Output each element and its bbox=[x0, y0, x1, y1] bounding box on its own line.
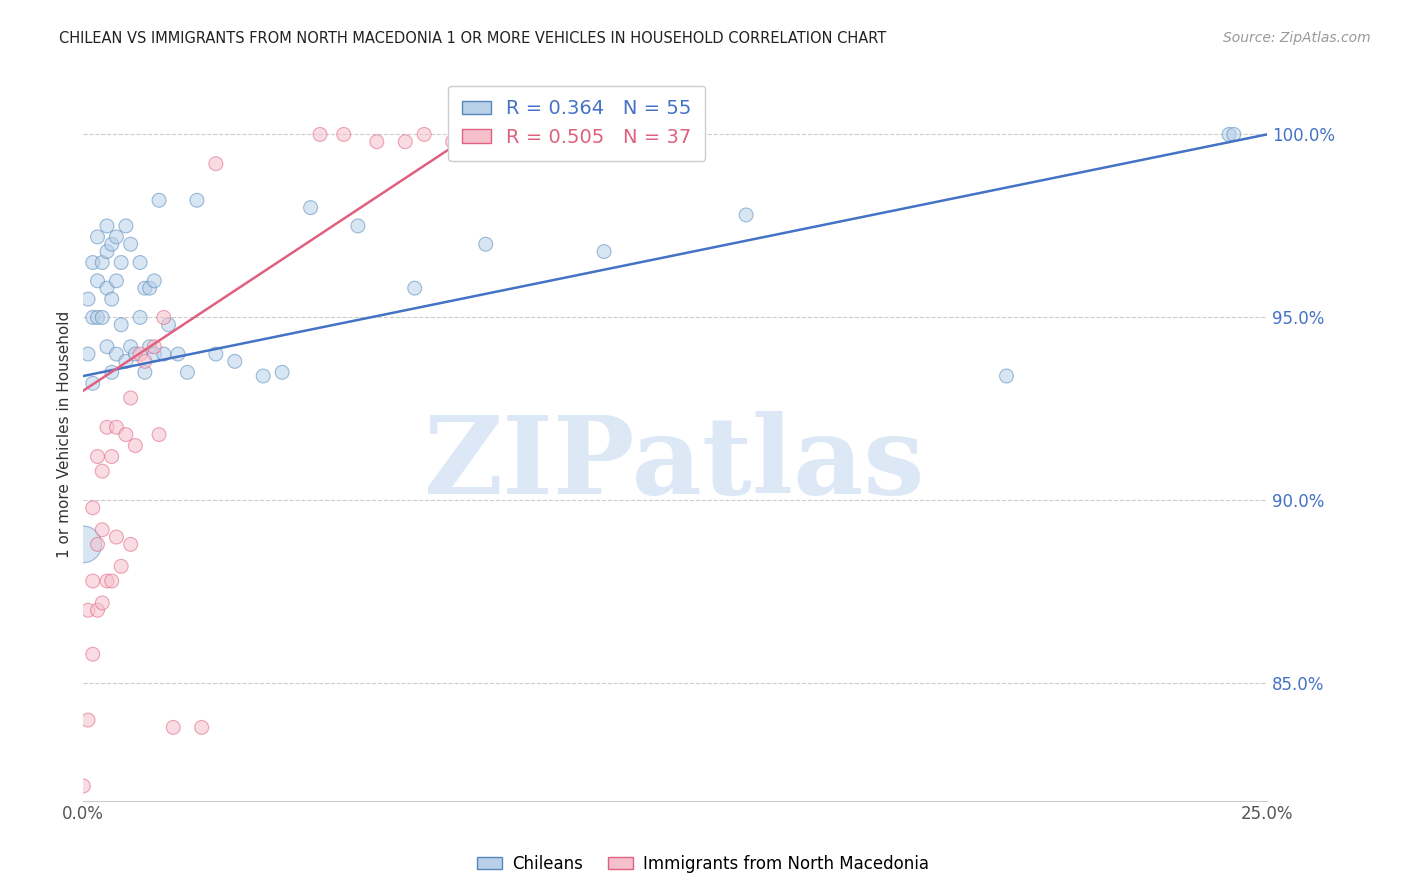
Point bbox=[129, 310, 152, 325]
Point bbox=[186, 194, 208, 208]
Point bbox=[82, 376, 104, 391]
Point bbox=[110, 318, 132, 332]
Point bbox=[110, 255, 132, 269]
Point bbox=[735, 208, 758, 222]
Point bbox=[394, 135, 416, 149]
Point bbox=[148, 194, 170, 208]
Point bbox=[120, 237, 142, 252]
Point bbox=[82, 574, 104, 588]
Point bbox=[309, 128, 332, 142]
Point bbox=[100, 574, 122, 588]
Point bbox=[105, 420, 128, 434]
Point bbox=[82, 647, 104, 661]
Point bbox=[72, 537, 94, 551]
Legend: Chileans, Immigrants from North Macedonia: Chileans, Immigrants from North Macedoni… bbox=[471, 848, 935, 880]
Point bbox=[120, 391, 142, 405]
Point bbox=[143, 340, 166, 354]
Point bbox=[152, 347, 174, 361]
Point bbox=[86, 274, 108, 288]
Point bbox=[190, 720, 212, 734]
Point bbox=[224, 354, 246, 368]
Point bbox=[115, 427, 138, 442]
Point bbox=[124, 347, 146, 361]
Point bbox=[77, 292, 100, 306]
Point bbox=[100, 237, 122, 252]
Point bbox=[143, 347, 166, 361]
Point bbox=[134, 354, 156, 368]
Point bbox=[205, 157, 228, 171]
Point bbox=[110, 559, 132, 574]
Point bbox=[82, 255, 104, 269]
Point bbox=[152, 310, 174, 325]
Point bbox=[100, 365, 122, 379]
Point bbox=[96, 340, 118, 354]
Point bbox=[91, 310, 114, 325]
Point bbox=[91, 596, 114, 610]
Point bbox=[167, 347, 190, 361]
Text: Source: ZipAtlas.com: Source: ZipAtlas.com bbox=[1223, 31, 1371, 45]
Point bbox=[115, 354, 138, 368]
Point bbox=[413, 128, 436, 142]
Point bbox=[366, 135, 388, 149]
Point bbox=[82, 310, 104, 325]
Point bbox=[91, 523, 114, 537]
Y-axis label: 1 or more Vehicles in Household: 1 or more Vehicles in Household bbox=[58, 311, 72, 558]
Point bbox=[77, 603, 100, 617]
Text: ZIPatlas: ZIPatlas bbox=[425, 411, 925, 516]
Point bbox=[105, 274, 128, 288]
Point bbox=[134, 365, 156, 379]
Point bbox=[134, 281, 156, 295]
Point bbox=[91, 464, 114, 478]
Point bbox=[96, 574, 118, 588]
Point bbox=[100, 450, 122, 464]
Point bbox=[143, 274, 166, 288]
Point bbox=[115, 219, 138, 233]
Point bbox=[124, 438, 146, 452]
Point bbox=[120, 537, 142, 551]
Point bbox=[474, 237, 496, 252]
Point bbox=[205, 347, 228, 361]
Point bbox=[138, 281, 160, 295]
Text: CHILEAN VS IMMIGRANTS FROM NORTH MACEDONIA 1 OR MORE VEHICLES IN HOUSEHOLD CORRE: CHILEAN VS IMMIGRANTS FROM NORTH MACEDON… bbox=[59, 31, 886, 46]
Point bbox=[77, 713, 100, 727]
Point bbox=[86, 230, 108, 244]
Point bbox=[86, 537, 108, 551]
Point bbox=[72, 779, 94, 793]
Point bbox=[91, 255, 114, 269]
Point bbox=[148, 427, 170, 442]
Point bbox=[1222, 128, 1244, 142]
Point bbox=[1218, 128, 1240, 142]
Point bbox=[441, 135, 464, 149]
Point bbox=[86, 450, 108, 464]
Point bbox=[347, 219, 370, 233]
Point bbox=[96, 281, 118, 295]
Point bbox=[105, 530, 128, 544]
Point bbox=[129, 255, 152, 269]
Point bbox=[105, 347, 128, 361]
Point bbox=[82, 500, 104, 515]
Point bbox=[105, 230, 128, 244]
Point bbox=[86, 603, 108, 617]
Point bbox=[176, 365, 198, 379]
Point bbox=[138, 340, 160, 354]
Point bbox=[332, 128, 354, 142]
Legend: R = 0.364   N = 55, R = 0.505   N = 37: R = 0.364 N = 55, R = 0.505 N = 37 bbox=[449, 86, 706, 161]
Point bbox=[404, 281, 426, 295]
Point bbox=[120, 340, 142, 354]
Point bbox=[252, 369, 274, 384]
Point bbox=[593, 244, 616, 259]
Point bbox=[96, 219, 118, 233]
Point bbox=[96, 420, 118, 434]
Point bbox=[162, 720, 184, 734]
Point bbox=[77, 347, 100, 361]
Point bbox=[86, 310, 108, 325]
Point bbox=[271, 365, 294, 379]
Point bbox=[129, 347, 152, 361]
Point bbox=[299, 201, 322, 215]
Point bbox=[995, 369, 1018, 384]
Point bbox=[100, 292, 122, 306]
Point bbox=[157, 318, 180, 332]
Point bbox=[96, 244, 118, 259]
